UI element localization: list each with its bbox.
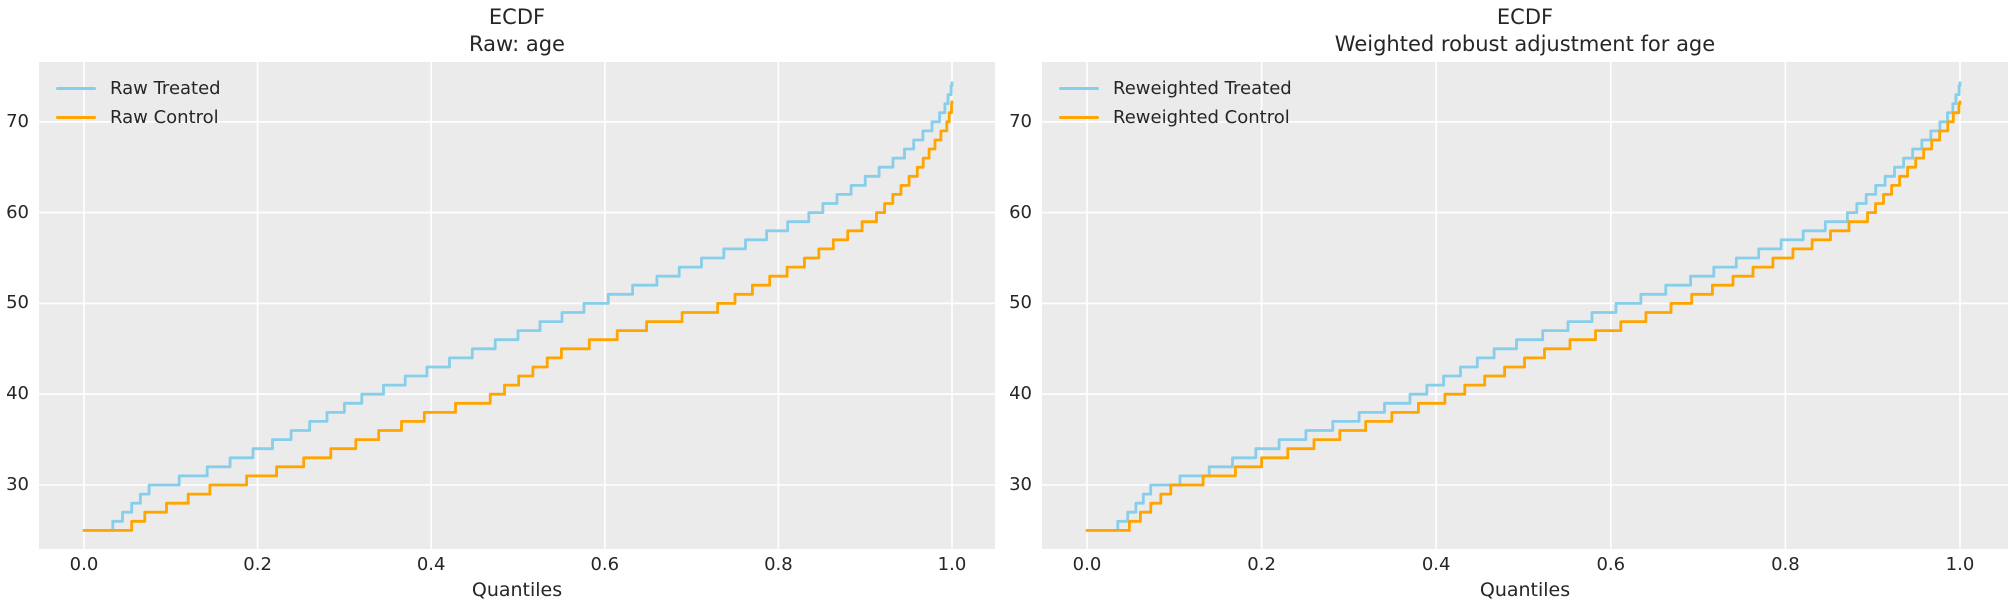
plot-left-title-line2: Raw: age — [469, 32, 565, 56]
plot-right-title-line2: Weighted robust adjustment for age — [1334, 32, 1716, 56]
series-line-raw-control — [82, 100, 954, 532]
legend-row: Raw Treated — [56, 77, 221, 99]
legend-label-raw-treated: Raw Treated — [110, 77, 221, 99]
plot-right-axes — [1042, 62, 2008, 549]
plot-right-title: ECDF Weighted robust adjustment for age — [1335, 4, 1715, 58]
legend-label-reweighted-treated: Reweighted Treated — [1113, 77, 1292, 99]
x-tick-label: 1.0 — [937, 554, 967, 575]
legend-row: Reweighted Control — [1059, 106, 1292, 128]
y-tick-label: 70 — [1009, 110, 1032, 132]
y-tick-label: 30 — [1009, 474, 1032, 495]
y-tick-label: 60 — [1009, 201, 1032, 223]
x-tick-label: 0.8 — [1771, 554, 1800, 575]
x-tick-label: 0.4 — [416, 554, 446, 575]
raw-treated-line-icon — [56, 86, 96, 90]
x-tick-label: 0.4 — [1421, 554, 1451, 575]
x-tick-label: 0.6 — [1596, 554, 1626, 575]
series-line-reweighted-control — [1085, 100, 1962, 532]
reweighted-treated-line-icon — [1059, 86, 1099, 90]
plot-left-legend: Raw Treated Raw Control — [56, 77, 221, 128]
plot-right-xlabel: Quantiles — [1479, 579, 1571, 601]
series-line-raw-treated — [82, 81, 954, 532]
legend-row: Raw Control — [56, 106, 221, 128]
x-tick-label: 0.6 — [590, 554, 620, 575]
plot-right-title-line1: ECDF — [1496, 5, 1554, 29]
plot-left-title-line1: ECDF — [488, 5, 546, 29]
legend-label-reweighted-control: Reweighted Control — [1113, 106, 1290, 128]
y-tick-label: 70 — [6, 110, 29, 132]
y-tick-label: 40 — [1009, 383, 1032, 405]
x-tick-label: 0.0 — [69, 554, 99, 575]
legend-row: Reweighted Treated — [1059, 77, 1292, 99]
x-tick-label: 0.0 — [1072, 554, 1102, 575]
x-tick-label: 0.8 — [764, 554, 793, 575]
y-tick-label: 60 — [6, 201, 29, 223]
legend-label-raw-control: Raw Control — [110, 106, 219, 128]
plot-left-xlabel: Quantiles — [471, 579, 563, 601]
plot-left-title: ECDF Raw: age — [469, 4, 565, 58]
raw-control-line-icon — [56, 115, 96, 119]
axes-panel — [1042, 62, 2008, 549]
plot-right-legend: Reweighted Treated Reweighted Control — [1059, 77, 1292, 128]
x-tick-label: 0.2 — [1247, 554, 1276, 575]
x-tick-label: 1.0 — [1945, 554, 1975, 575]
plot-left-axes — [39, 62, 995, 549]
series-line-reweighted-treated — [1085, 81, 1962, 532]
x-tick-label: 0.2 — [243, 554, 272, 575]
y-tick-label: 40 — [6, 383, 29, 405]
y-tick-label: 50 — [6, 292, 29, 314]
reweighted-control-line-icon — [1059, 115, 1099, 119]
y-tick-label: 30 — [6, 474, 29, 495]
y-tick-label: 50 — [1009, 292, 1032, 314]
axes-panel — [39, 62, 995, 549]
